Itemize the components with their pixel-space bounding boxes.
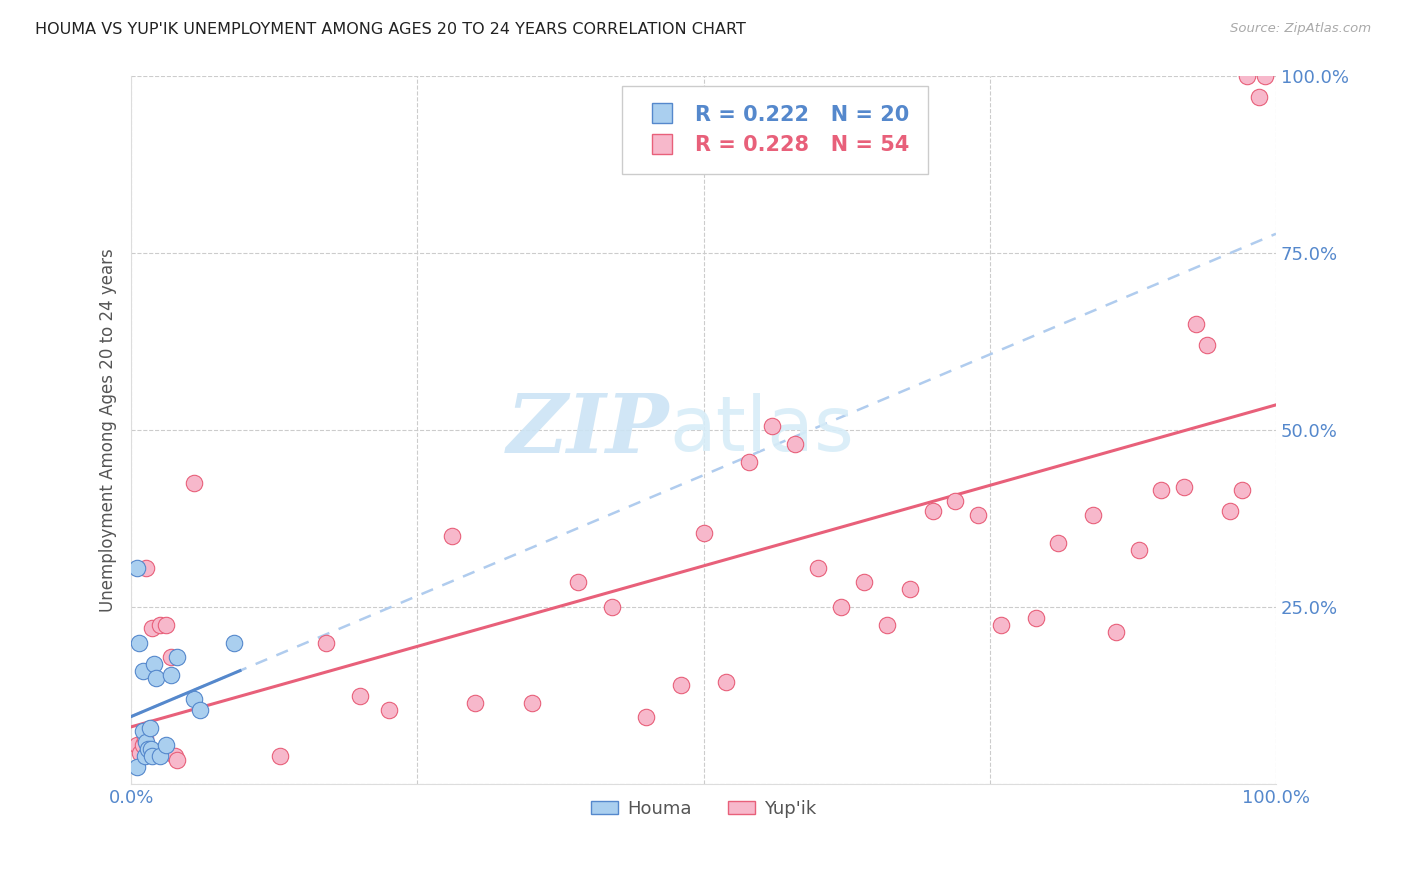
- Point: [149, 749, 172, 764]
- Point: [761, 419, 783, 434]
- Point: [138, 742, 160, 756]
- Point: [349, 689, 371, 703]
- Y-axis label: Unemployment Among Ages 20 to 24 years: Unemployment Among Ages 20 to 24 years: [100, 248, 117, 612]
- Point: [183, 476, 205, 491]
- Point: [1128, 543, 1150, 558]
- Point: [143, 657, 166, 671]
- Point: [163, 749, 186, 764]
- Point: [315, 635, 337, 649]
- Point: [1025, 611, 1047, 625]
- Point: [1105, 625, 1128, 640]
- Point: [1173, 480, 1195, 494]
- Point: [160, 667, 183, 681]
- Point: [139, 742, 162, 756]
- Point: [134, 731, 156, 746]
- Point: [155, 618, 177, 632]
- Point: [131, 664, 153, 678]
- Point: [876, 618, 898, 632]
- Point: [738, 455, 761, 469]
- Point: [807, 561, 830, 575]
- Point: [125, 760, 148, 774]
- Point: [852, 575, 875, 590]
- Point: [134, 749, 156, 764]
- Point: [141, 622, 163, 636]
- Text: HOUMA VS YUP'IK UNEMPLOYMENT AMONG AGES 20 TO 24 YEARS CORRELATION CHART: HOUMA VS YUP'IK UNEMPLOYMENT AMONG AGES …: [35, 22, 747, 37]
- Point: [1150, 483, 1173, 498]
- Point: [138, 742, 160, 756]
- Point: [1219, 504, 1241, 518]
- Point: [155, 739, 177, 753]
- Point: [125, 739, 148, 753]
- Point: [1247, 90, 1270, 104]
- Point: [145, 671, 167, 685]
- Legend: Houma, Yup'ik: Houma, Yup'ik: [583, 793, 824, 825]
- Point: [129, 746, 152, 760]
- Text: atlas: atlas: [669, 393, 853, 467]
- Point: [830, 600, 852, 615]
- Point: [464, 696, 486, 710]
- Point: [125, 561, 148, 575]
- Point: [135, 561, 157, 575]
- Point: [440, 529, 463, 543]
- Point: [166, 649, 188, 664]
- Point: [1253, 69, 1275, 83]
- Point: [1236, 69, 1258, 83]
- Point: [1047, 536, 1070, 550]
- Point: [636, 710, 658, 724]
- Point: [224, 635, 246, 649]
- Point: [160, 649, 183, 664]
- Point: [669, 678, 692, 692]
- Point: [135, 735, 157, 749]
- Point: [378, 703, 401, 717]
- Point: [143, 746, 166, 760]
- Point: [1230, 483, 1253, 498]
- Point: [188, 703, 211, 717]
- Point: [149, 618, 172, 632]
- Point: [141, 749, 163, 764]
- Point: [131, 724, 153, 739]
- Point: [945, 494, 967, 508]
- Point: [269, 749, 291, 764]
- Point: [567, 575, 589, 590]
- Point: [520, 696, 543, 710]
- Point: [921, 504, 943, 518]
- Point: [166, 753, 188, 767]
- Point: [990, 618, 1012, 632]
- Point: [716, 674, 738, 689]
- Point: [600, 600, 623, 615]
- Point: [138, 721, 160, 735]
- Point: [1081, 508, 1104, 522]
- Point: [139, 746, 162, 760]
- Point: [692, 525, 714, 540]
- Point: [128, 635, 150, 649]
- Point: [785, 437, 807, 451]
- Text: ZIP: ZIP: [506, 390, 669, 470]
- Point: [1185, 317, 1208, 331]
- Point: [131, 739, 153, 753]
- Point: [183, 692, 205, 706]
- Point: [898, 582, 921, 597]
- Text: Source: ZipAtlas.com: Source: ZipAtlas.com: [1230, 22, 1371, 36]
- Point: [967, 508, 990, 522]
- Point: [1197, 338, 1219, 352]
